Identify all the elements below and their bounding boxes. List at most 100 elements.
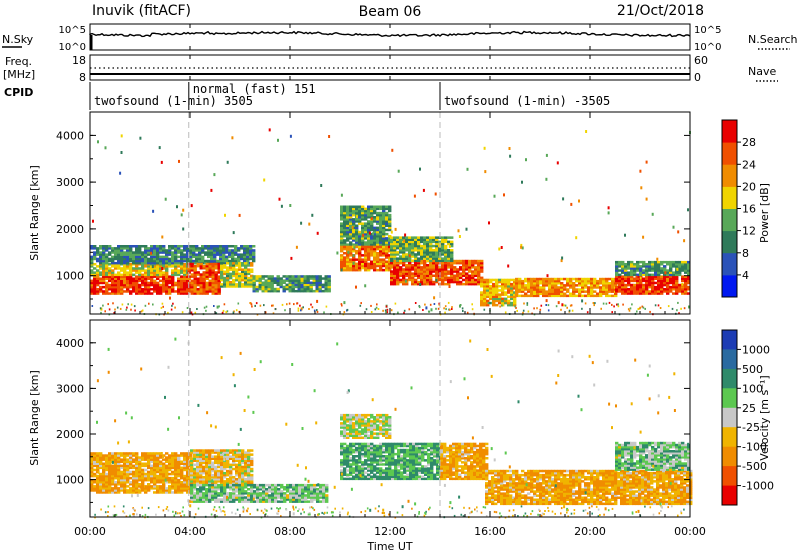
velocity-cell [298, 500, 302, 503]
power-cell [92, 219, 94, 223]
power-cell [238, 264, 242, 267]
velocity-cell [340, 444, 344, 448]
power-cell [356, 215, 358, 219]
power-cell [382, 252, 386, 255]
velocity-cell [208, 469, 212, 473]
velocity-cell [108, 472, 112, 476]
power-cell [433, 296, 436, 300]
power-cell [196, 281, 200, 285]
velocity-cell [183, 462, 187, 465]
velocity-cell [238, 467, 242, 471]
power-cell [153, 279, 157, 283]
power-cell [417, 249, 421, 252]
power-cell [361, 239, 365, 242]
power-cell [444, 268, 448, 271]
power-cell [474, 272, 478, 275]
velocity-cell [235, 457, 239, 460]
power-cell [90, 245, 94, 248]
power-cell [117, 292, 121, 295]
power-cell [129, 267, 133, 270]
power-cell [159, 259, 163, 263]
power-cell [627, 263, 631, 266]
velocity-cell [190, 500, 194, 503]
velocity-cell [102, 485, 106, 488]
power-cell [486, 285, 490, 288]
power-cell [229, 276, 233, 280]
power-cell [320, 184, 323, 187]
power-cell [171, 304, 173, 307]
velocity-cell [319, 492, 323, 495]
power-cell [621, 269, 625, 272]
power-cell [423, 259, 427, 263]
velocity-cell [343, 455, 347, 458]
velocity-cell [196, 463, 200, 467]
power-cell [385, 239, 389, 242]
power-cell [678, 285, 682, 289]
power-cell [426, 238, 430, 241]
power-cell [370, 235, 374, 238]
velocity-cell [211, 486, 215, 489]
power-cell [373, 218, 377, 221]
power-cell [244, 283, 248, 286]
power-cell [90, 269, 94, 272]
velocity-cell [226, 494, 230, 497]
velocity-cell [150, 472, 154, 476]
power-cell [492, 295, 496, 298]
velocity-cell [238, 471, 242, 475]
power-cell [343, 224, 347, 227]
power-cell [111, 279, 115, 283]
power-cell [639, 267, 643, 270]
velocity-cell [217, 480, 221, 483]
power-cell [316, 231, 319, 235]
velocity-cell [316, 488, 320, 491]
power-cell [420, 272, 424, 275]
power-cell [312, 289, 316, 293]
power-cell [303, 277, 307, 280]
power-cell [243, 249, 247, 252]
velocity-cell [211, 496, 215, 499]
velocity-cell [202, 469, 206, 473]
power-cell [518, 286, 522, 289]
velocity-cell [135, 464, 139, 468]
power-cell [361, 254, 365, 257]
power-cell [660, 292, 664, 295]
power-cell [111, 265, 115, 268]
velocity-cell [141, 476, 145, 480]
power-cell [590, 282, 594, 285]
power-cell [162, 285, 166, 289]
velocity-cell [202, 496, 206, 499]
velocity-cell [244, 455, 248, 458]
velocity-cell [114, 485, 118, 488]
power-cell [666, 279, 670, 283]
power-cell [373, 209, 377, 213]
power-cell [417, 259, 421, 262]
power-cell [132, 288, 136, 291]
power-cell [247, 283, 251, 286]
velocity-cell [349, 477, 353, 481]
power-cell [279, 285, 283, 289]
velocity-cell [361, 455, 365, 458]
power-cell [367, 249, 371, 253]
power-cell [377, 308, 380, 310]
velocity-cell [229, 451, 233, 454]
power-cell [235, 272, 239, 276]
power-cell [238, 283, 242, 286]
power-cell [630, 275, 634, 278]
velocity-cell [340, 463, 344, 466]
power-cell [123, 257, 127, 261]
power-cell [459, 276, 463, 280]
velocity-cell [244, 498, 248, 501]
power-cell [162, 277, 166, 280]
power-cell [267, 287, 271, 291]
power-cell [246, 251, 250, 254]
power-cell [402, 251, 406, 254]
power-cell [364, 207, 368, 211]
velocity-cell [202, 471, 206, 475]
power-cell [102, 261, 106, 265]
power-cell [417, 276, 421, 280]
velocity-cell [90, 483, 94, 486]
power-cell [168, 292, 172, 295]
power-cell [382, 254, 386, 257]
velocity-cell [220, 478, 224, 481]
power-cell [640, 186, 643, 190]
